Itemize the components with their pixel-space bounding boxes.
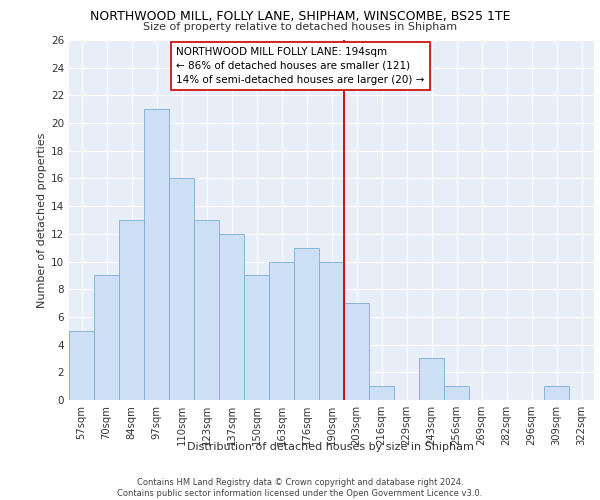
Bar: [369, 386, 394, 400]
Text: NORTHWOOD MILL FOLLY LANE: 194sqm
← 86% of detached houses are smaller (121)
14%: NORTHWOOD MILL FOLLY LANE: 194sqm ← 86% …: [176, 47, 425, 85]
Bar: [544, 386, 569, 400]
Bar: [294, 248, 319, 400]
Text: Size of property relative to detached houses in Shipham: Size of property relative to detached ho…: [143, 22, 457, 32]
Bar: [69, 331, 94, 400]
Bar: [244, 276, 269, 400]
Bar: [169, 178, 194, 400]
Bar: [344, 303, 369, 400]
Bar: [94, 276, 119, 400]
Bar: [419, 358, 444, 400]
Text: Distribution of detached houses by size in Shipham: Distribution of detached houses by size …: [187, 442, 473, 452]
Bar: [119, 220, 144, 400]
Bar: [144, 109, 169, 400]
Bar: [269, 262, 294, 400]
Bar: [444, 386, 469, 400]
Y-axis label: Number of detached properties: Number of detached properties: [37, 132, 47, 308]
Text: Contains HM Land Registry data © Crown copyright and database right 2024.
Contai: Contains HM Land Registry data © Crown c…: [118, 478, 482, 498]
Bar: [219, 234, 244, 400]
Bar: [194, 220, 219, 400]
Text: NORTHWOOD MILL, FOLLY LANE, SHIPHAM, WINSCOMBE, BS25 1TE: NORTHWOOD MILL, FOLLY LANE, SHIPHAM, WIN…: [90, 10, 510, 23]
Bar: [319, 262, 344, 400]
